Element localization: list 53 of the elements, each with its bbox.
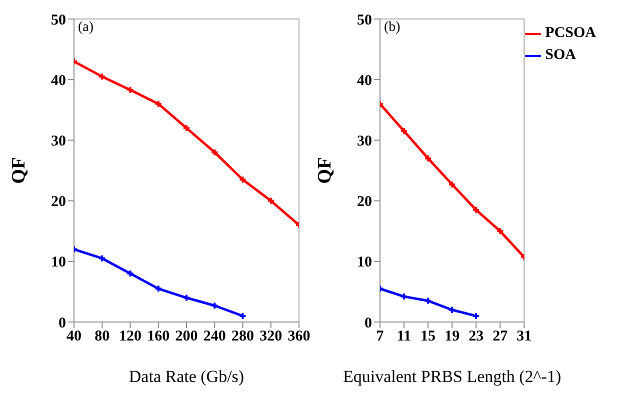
point	[154, 284, 162, 293]
point	[496, 227, 504, 236]
point	[400, 127, 408, 136]
x-tick-label: 31	[516, 328, 532, 345]
y-tick-label: 50	[357, 12, 372, 28]
y-tick-label: 50	[51, 12, 66, 28]
x-tick-label: 19	[444, 328, 460, 345]
point	[266, 196, 275, 205]
x-tick-label: 160	[147, 328, 170, 345]
x-tick-label: 200	[175, 328, 198, 345]
point	[210, 148, 219, 156]
y-tick-label: 40	[357, 72, 372, 89]
point	[472, 206, 480, 214]
x-tick-label: 240	[203, 328, 226, 345]
point	[210, 302, 219, 310]
y-tick-label: 40	[51, 72, 66, 89]
point	[98, 254, 106, 262]
x-tick-label: 80	[94, 328, 110, 345]
x-axis-title: Data Rate (Gb/s)	[128, 367, 244, 386]
point	[182, 294, 190, 302]
x-tick-label: 15	[420, 328, 436, 345]
y-tick-label: 30	[51, 134, 66, 150]
y-tick-label: 10	[357, 254, 372, 271]
y-axis-title: QF	[8, 157, 30, 184]
point	[126, 86, 134, 94]
point	[424, 154, 432, 162]
x-tick-label: 7	[376, 328, 384, 345]
legend-label: SOA	[545, 47, 576, 63]
y-tick-label: 10	[51, 254, 66, 271]
y-tick-label: 0	[58, 315, 66, 332]
point	[238, 176, 247, 184]
y-tick-label: 20	[51, 194, 66, 210]
annotation: (b)	[384, 20, 400, 36]
y-tick-label: 0	[364, 315, 372, 332]
x-tick-label: 120	[119, 328, 142, 345]
annotation: (a)	[78, 20, 94, 36]
legend-label: PCSOA	[545, 25, 596, 41]
x-tick-label: 360	[288, 328, 310, 345]
y-axis-title: QF	[314, 157, 336, 184]
x-tick-label: 27	[492, 328, 508, 345]
point	[154, 100, 162, 108]
y-tick-label: 30	[357, 134, 372, 150]
point	[182, 124, 190, 132]
x-tick-label: 280	[232, 328, 254, 345]
y-tick-label: 20	[357, 194, 372, 210]
point	[98, 72, 106, 81]
x-axis-title: Equivalent PRBS Length (2^-1)	[343, 367, 562, 386]
x-tick-label: 320	[260, 328, 282, 345]
x-tick-label: 40	[66, 328, 82, 345]
point	[424, 296, 432, 305]
point	[448, 306, 456, 314]
x-tick-label: 23	[468, 328, 484, 345]
x-tick-label: 11	[396, 328, 412, 345]
